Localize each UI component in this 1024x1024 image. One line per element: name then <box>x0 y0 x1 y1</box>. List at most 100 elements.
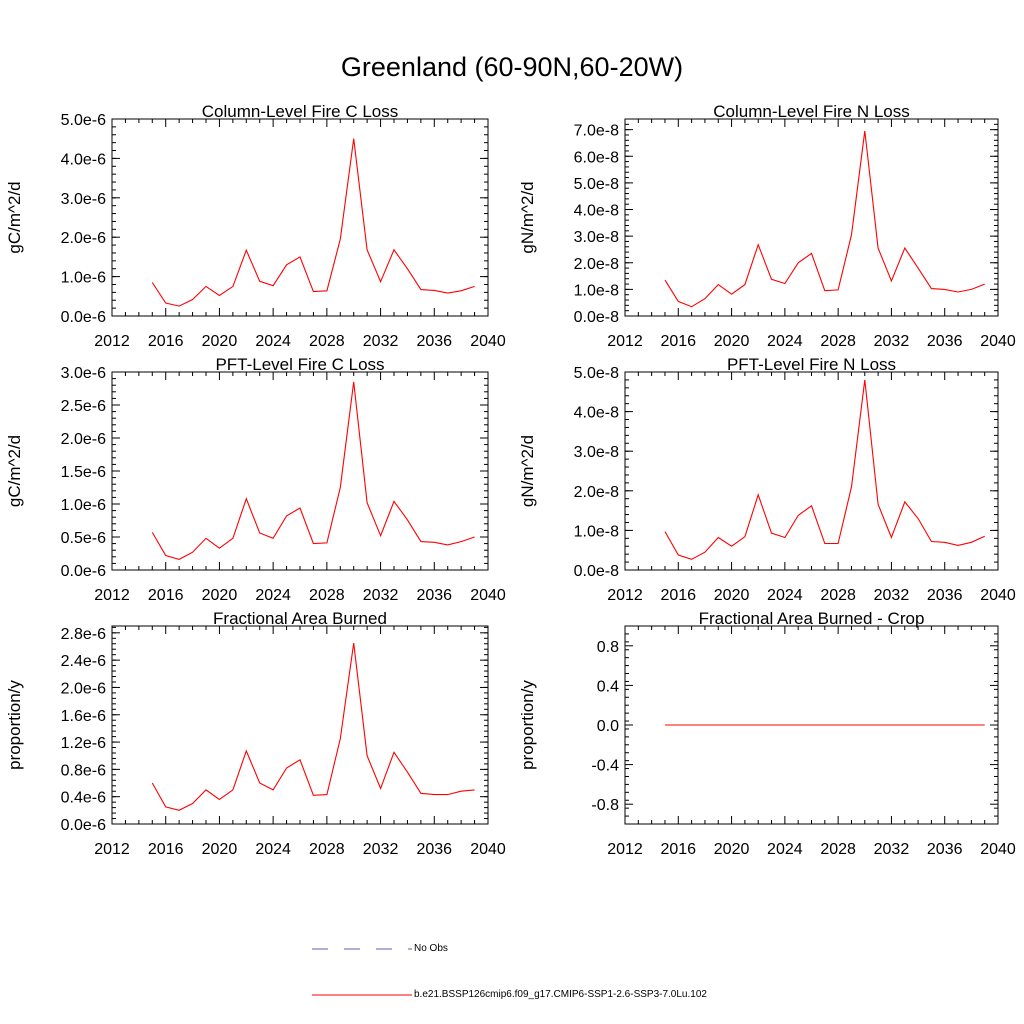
x-tick-label: 2024 <box>767 587 803 604</box>
panel-title: Fractional Area Burned - Crop <box>699 609 925 628</box>
y-tick-label: 0.8e-6 <box>61 762 106 779</box>
y-tick-label: 3.0e-8 <box>574 444 619 461</box>
x-tick-label: 2036 <box>416 587 452 604</box>
panel-title: PFT-Level Fire C Loss <box>215 355 384 374</box>
x-tick-label: 2036 <box>416 333 452 350</box>
x-tick-label: 2016 <box>660 587 696 604</box>
panel-5: Fractional Area Burned proportion/y 2012 20… <box>5 609 506 858</box>
y-tick-label: 4.0e-8 <box>574 203 619 220</box>
y-tick-label: 6.0e-8 <box>574 149 619 166</box>
x-tick-label: 2028 <box>309 587 345 604</box>
x-tick-label: 2020 <box>202 587 238 604</box>
legend-no-obs-line <box>312 948 412 950</box>
x-tick-label: 2032 <box>874 841 910 858</box>
y-tick-label: 4.0e-8 <box>574 405 619 422</box>
y-axis-label: gN/m^2/d <box>518 435 537 507</box>
x-tick-label: 2016 <box>660 841 696 858</box>
y-tick-label: 5.0e-8 <box>574 176 619 193</box>
y-tick-label: 2.0e-8 <box>574 484 619 501</box>
x-tick-label: 2028 <box>309 333 345 350</box>
y-tick-label: 2.0e-6 <box>61 431 106 448</box>
y-tick-label: 1.0e-8 <box>574 523 619 540</box>
x-tick-label: 2028 <box>820 333 856 350</box>
y-tick-label: 2.0e-6 <box>61 230 106 247</box>
y-tick-label: 0.0e-6 <box>61 817 106 834</box>
x-tick-label: 2024 <box>255 587 291 604</box>
x-tick-label: 2040 <box>470 587 506 604</box>
y-tick-label: 5.0e-8 <box>574 365 619 382</box>
panel-1: Column-Level Fire C Loss gC/m^2/d 2012 2016… <box>5 102 506 350</box>
x-tick-label: 2020 <box>714 333 750 350</box>
x-tick-label: 2020 <box>202 333 238 350</box>
x-tick-label: 2012 <box>607 841 643 858</box>
x-tick-label: 2036 <box>927 333 963 350</box>
y-tick-label: 2.0e-8 <box>574 256 619 273</box>
x-tick-label: 2024 <box>255 841 291 858</box>
y-tick-label: 1.0e-8 <box>574 282 619 299</box>
x-tick-label: 2016 <box>148 333 184 350</box>
y-tick-label: 7.0e-8 <box>574 123 619 140</box>
x-tick-label: 2020 <box>202 841 238 858</box>
figure-title: Greenland (60-90N,60-20W) <box>340 52 684 82</box>
y-tick-label: 1.6e-6 <box>61 708 106 725</box>
y-tick-label: 4.0e-6 <box>61 151 106 168</box>
y-tick-label: 0.0e-6 <box>61 563 106 580</box>
x-tick-label: 2012 <box>94 841 130 858</box>
panel-3: PFT-Level Fire C Loss gC/m^2/d 2012 2016 202… <box>5 355 506 604</box>
x-tick-label: 2020 <box>714 841 750 858</box>
y-tick-label: 2.4e-6 <box>61 653 106 670</box>
x-tick-label: 2016 <box>660 333 696 350</box>
y-tick-label: 1.2e-6 <box>61 735 106 752</box>
y-tick-label: 0.4 <box>597 678 619 695</box>
series-line <box>664 130 985 308</box>
y-tick-label: 2.8e-6 <box>61 626 106 643</box>
y-tick-label: 2.0e-6 <box>61 680 106 697</box>
x-tick-label: 2016 <box>148 841 184 858</box>
x-tick-label: 2032 <box>363 333 399 350</box>
panel-title: Column-Level Fire N Loss <box>713 102 910 121</box>
x-tick-label: 2036 <box>927 587 963 604</box>
series-line <box>151 138 475 307</box>
x-tick-label: 2032 <box>874 333 910 350</box>
y-axis-label: gC/m^2/d <box>5 435 24 507</box>
y-tick-label: 0.0 <box>597 718 619 735</box>
panel-title: Column-Level Fire C Loss <box>202 102 399 121</box>
panel-title: PFT-Level Fire N Loss <box>727 355 896 374</box>
y-tick-label: -0.4 <box>591 758 619 775</box>
panel-2: Column-Level Fire N Loss gN/m^2/d 2012 2016… <box>518 102 1016 350</box>
x-tick-label: 2036 <box>927 841 963 858</box>
x-tick-label: 2032 <box>874 587 910 604</box>
legend-model-run-label: b.e21.BSSP126cmip6.f09_g17.CMIP6-SSP1-2.… <box>414 989 707 1000</box>
y-tick-label: -0.8 <box>591 797 619 814</box>
x-tick-label: 2040 <box>980 841 1016 858</box>
y-tick-label: 1.5e-6 <box>61 464 106 481</box>
x-tick-label: 2036 <box>416 841 452 858</box>
x-tick-label: 2012 <box>607 333 643 350</box>
panel-4: PFT-Level Fire N Loss gN/m^2/d 2012 2016 202… <box>518 355 1016 604</box>
plot-frame <box>111 371 489 571</box>
y-axis-label: gN/m^2/d <box>518 181 537 253</box>
legend-model-run-line <box>312 994 412 996</box>
plot-frame <box>624 118 999 317</box>
y-tick-label: 0.0e-6 <box>61 309 106 326</box>
x-tick-label: 2012 <box>607 587 643 604</box>
x-tick-label: 2024 <box>767 333 803 350</box>
panel-title: Fractional Area Burned <box>213 609 387 628</box>
x-tick-label: 2040 <box>470 841 506 858</box>
y-tick-label: 3.0e-8 <box>574 229 619 246</box>
plot-frame <box>624 371 999 571</box>
x-tick-label: 2032 <box>363 587 399 604</box>
y-tick-label: 5.0e-6 <box>61 112 106 129</box>
x-tick-label: 2012 <box>94 333 130 350</box>
x-tick-label: 2024 <box>767 841 803 858</box>
x-tick-label: 2016 <box>148 587 184 604</box>
x-tick-label: 2040 <box>470 333 506 350</box>
y-tick-label: 0.0e-8 <box>574 309 619 326</box>
y-axis-label: gC/m^2/d <box>5 181 24 253</box>
y-axis-label: proportion/y <box>5 680 24 770</box>
plot-frame <box>111 118 489 317</box>
y-tick-label: 0.8 <box>597 639 619 656</box>
x-tick-label: 2040 <box>980 587 1016 604</box>
y-tick-label: 0.5e-6 <box>61 530 106 547</box>
